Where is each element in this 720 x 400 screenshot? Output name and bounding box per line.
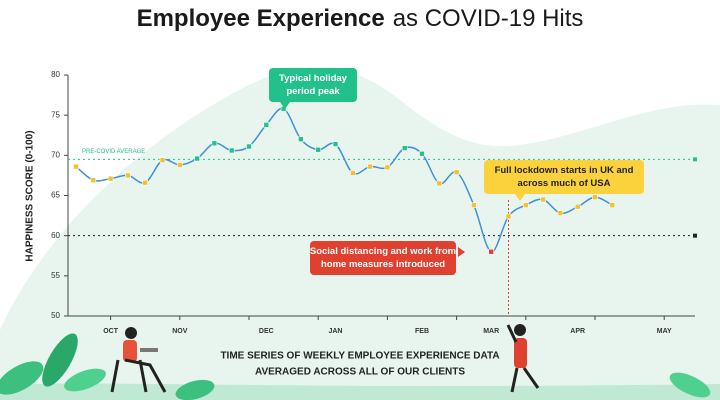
y-tick-label: 70 [51,150,60,159]
data-point [332,141,339,147]
data-point [177,162,183,168]
data-point [471,202,477,208]
data-point [540,196,546,203]
annotation-text: Social distancing and work from [310,246,456,257]
data-point [592,194,598,200]
data-point [609,202,616,208]
reference-end-marker [693,157,697,162]
x-tick-label: MAY [657,328,672,335]
y-tick-label: 80 [51,70,60,79]
x-tick-label: FEB [415,328,429,335]
data-point [419,150,425,157]
reference-end-marker [693,233,697,238]
data-point [522,202,529,208]
ground [0,383,720,400]
y-tick-label: 50 [51,311,60,320]
data-point [401,145,408,151]
data-point [384,164,391,171]
annotation-box [484,160,644,194]
title-rest: as COVID-19 Hits [393,5,584,32]
x-tick-label: DEC [259,328,274,335]
annotation-pointer [458,247,465,257]
data-point [349,170,356,176]
x-tick-label: NOV [172,328,188,335]
annotation-text: Full lockdown starts in UK and [495,165,634,176]
annotation-box [310,241,456,275]
data-point [73,163,79,170]
data-point [142,179,148,186]
y-tick-label: 60 [51,231,60,240]
data-point [505,213,512,220]
annotation-pointer [515,194,525,201]
data-point [488,248,495,255]
data-point [263,122,270,128]
y-tick-label: 75 [51,110,60,119]
data-point [159,157,166,163]
annotation-text: across much of USA [518,178,611,189]
data-point [436,180,443,187]
data-point [367,163,373,170]
data-point [557,210,564,216]
data-point [194,155,200,162]
data-point [574,203,581,210]
plot-area: 50 55 60 65 70 75 80 OCT NOV DEC JAN FEB MAR APR MAY PR… [51,68,697,335]
annotation-text: Typical holiday [279,73,348,84]
data-point [125,172,131,179]
annotation-box [269,68,357,102]
data-point [453,169,460,176]
data-point [246,143,252,150]
annotation-text: home measures introduced [321,259,445,270]
person-standing [506,324,540,393]
data-point [315,146,322,153]
footer-line: TIME SERIES OF WEEKLY EMPLOYEE EXPERIENC… [220,351,499,362]
y-axis-label: HAPPINESS SCORE (0-100) [25,130,36,261]
footer-line: AVERAGED ACROSS ALL OF OUR CLIENTS [255,367,465,378]
person-sitting [110,327,167,393]
reference-label: PRE-COVID AVERAGE [82,149,145,155]
annotation-text: period peak [286,86,340,97]
x-tick-label: OCT [103,328,119,335]
title-bold: Employee Experience [137,5,385,32]
x-tick-label: MAR [483,328,499,335]
annotation-pointer [280,102,290,109]
x-tick-label: APR [570,328,585,335]
data-point [107,175,114,182]
data-point [211,140,218,147]
chart-title: Employee Experience as COVID-19 Hits [137,5,584,32]
y-tick-label: 65 [51,191,60,200]
plants [0,333,711,400]
data-point [298,136,304,143]
y-tick-label: 55 [51,271,60,280]
data-point [228,147,235,154]
x-tick-label: JAN [328,328,342,335]
data-point [90,177,97,184]
